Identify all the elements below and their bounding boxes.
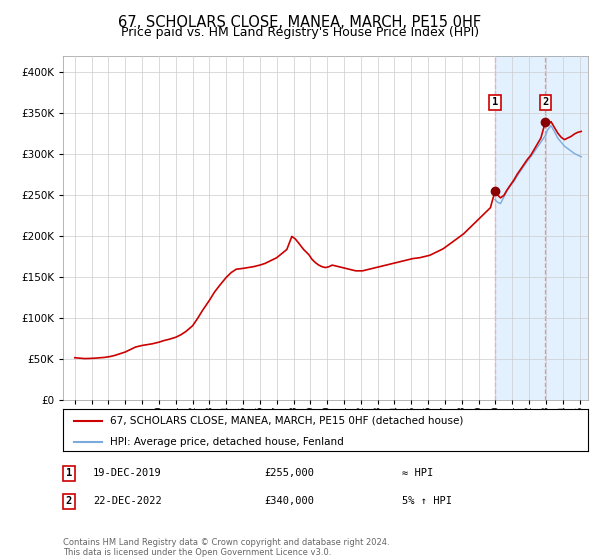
Text: ≈ HPI: ≈ HPI: [402, 468, 433, 478]
Text: 2: 2: [542, 97, 548, 108]
Text: 5% ↑ HPI: 5% ↑ HPI: [402, 496, 452, 506]
Bar: [495, 56, 588, 400]
Text: 1: 1: [492, 97, 498, 108]
Text: HPI: Average price, detached house, Fenland: HPI: Average price, detached house, Fenl…: [110, 437, 344, 446]
Text: Contains HM Land Registry data © Crown copyright and database right 2024.
This d: Contains HM Land Registry data © Crown c…: [63, 538, 389, 557]
Text: £255,000: £255,000: [264, 468, 314, 478]
Text: 67, SCHOLARS CLOSE, MANEA, MARCH, PE15 0HF: 67, SCHOLARS CLOSE, MANEA, MARCH, PE15 0…: [118, 15, 482, 30]
Text: Price paid vs. HM Land Registry's House Price Index (HPI): Price paid vs. HM Land Registry's House …: [121, 26, 479, 39]
Text: 22-DEC-2022: 22-DEC-2022: [93, 496, 162, 506]
Text: £340,000: £340,000: [264, 496, 314, 506]
Text: 19-DEC-2019: 19-DEC-2019: [93, 468, 162, 478]
Text: 2: 2: [66, 496, 72, 506]
Text: 1: 1: [66, 468, 72, 478]
Text: 67, SCHOLARS CLOSE, MANEA, MARCH, PE15 0HF (detached house): 67, SCHOLARS CLOSE, MANEA, MARCH, PE15 0…: [110, 416, 464, 426]
